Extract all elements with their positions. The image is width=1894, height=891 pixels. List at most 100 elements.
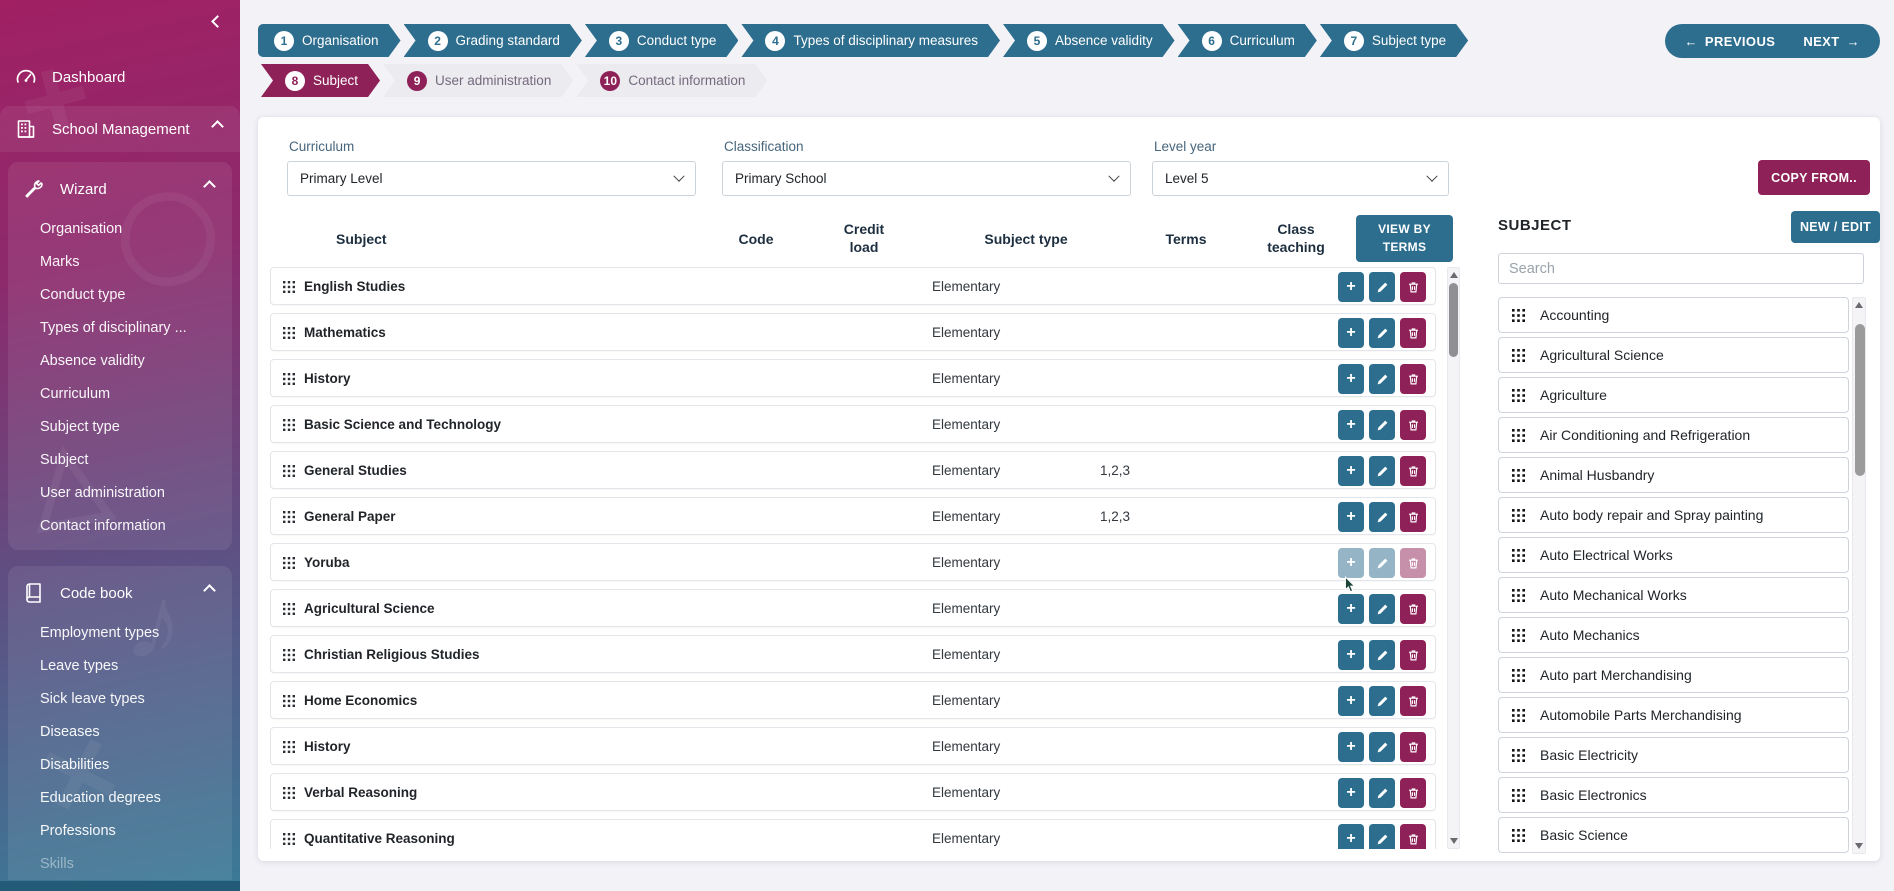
drag-handle-icon[interactable] bbox=[1512, 348, 1525, 362]
sidebar-subitem[interactable]: Absence validity bbox=[8, 344, 232, 377]
edit-button[interactable] bbox=[1369, 502, 1395, 532]
sidebar-item-school-management[interactable]: School Management bbox=[0, 106, 240, 152]
add-button[interactable]: + bbox=[1338, 778, 1364, 808]
add-button[interactable]: + bbox=[1338, 364, 1364, 394]
delete-button[interactable] bbox=[1400, 824, 1426, 849]
subject-list-item[interactable]: Auto part Merchandising bbox=[1498, 657, 1849, 693]
edit-button[interactable] bbox=[1369, 272, 1395, 302]
wizard-step[interactable]: 9 User administration bbox=[383, 64, 573, 97]
drag-handle-icon[interactable] bbox=[283, 373, 295, 385]
sidebar-subitem[interactable]: Subject bbox=[8, 443, 232, 476]
drag-handle-icon[interactable] bbox=[1512, 428, 1525, 442]
sidebar-subitem[interactable]: User administration bbox=[8, 476, 232, 509]
subject-list-item[interactable]: Automobile Parts Merchandising bbox=[1498, 697, 1849, 733]
edit-button[interactable] bbox=[1369, 640, 1395, 670]
edit-button[interactable] bbox=[1369, 410, 1395, 440]
drag-handle-icon[interactable] bbox=[283, 695, 295, 707]
subject-list-item[interactable]: Animal Husbandry bbox=[1498, 457, 1849, 493]
wizard-step[interactable]: 1 Organisation bbox=[258, 24, 401, 57]
subject-list-item[interactable]: Agriculture bbox=[1498, 377, 1849, 413]
wizard-step[interactable]: 3 Conduct type bbox=[585, 24, 739, 57]
drag-handle-icon[interactable] bbox=[283, 787, 295, 799]
drag-handle-icon[interactable] bbox=[283, 741, 295, 753]
drag-handle-icon[interactable] bbox=[283, 281, 295, 293]
previous-button[interactable]: ← PREVIOUS bbox=[1685, 34, 1776, 49]
scrollbar-thumb[interactable] bbox=[1449, 283, 1458, 357]
add-button[interactable]: + bbox=[1338, 686, 1364, 716]
wizard-step[interactable]: 2 Grading standard bbox=[404, 24, 582, 57]
scroll-up-icon[interactable] bbox=[1449, 272, 1458, 278]
sidebar-collapse-button[interactable] bbox=[204, 8, 230, 34]
drag-handle-icon[interactable] bbox=[283, 603, 295, 615]
subject-list-item[interactable]: Auto Mechanics bbox=[1498, 617, 1849, 653]
sidebar-subitem[interactable]: Disabilities bbox=[8, 748, 232, 781]
sidebar-subitem[interactable]: Employment types bbox=[8, 616, 232, 649]
scroll-down-icon[interactable] bbox=[1449, 838, 1458, 844]
add-button[interactable]: + bbox=[1338, 502, 1364, 532]
delete-button[interactable] bbox=[1400, 318, 1426, 348]
drag-handle-icon[interactable] bbox=[1512, 508, 1525, 522]
subject-list-item[interactable]: Agricultural Science bbox=[1498, 337, 1849, 373]
drag-handle-icon[interactable] bbox=[283, 833, 295, 845]
drag-handle-icon[interactable] bbox=[283, 649, 295, 661]
wizard-step[interactable]: 10 Contact information bbox=[576, 64, 767, 97]
wizard-step[interactable]: 6 Curriculum bbox=[1178, 24, 1317, 57]
drag-handle-icon[interactable] bbox=[283, 511, 295, 523]
sidebar-subitem[interactable]: Contact information bbox=[8, 509, 232, 542]
subject-list-item[interactable]: Air Conditioning and Refrigeration bbox=[1498, 417, 1849, 453]
add-button[interactable]: + bbox=[1338, 732, 1364, 762]
drag-handle-icon[interactable] bbox=[283, 557, 295, 569]
edit-button[interactable] bbox=[1369, 594, 1395, 624]
level-year-select[interactable]: Level 5 bbox=[1152, 161, 1449, 196]
scroll-up-icon[interactable] bbox=[1855, 302, 1863, 308]
sidebar-subitem[interactable]: Diseases bbox=[8, 715, 232, 748]
add-button[interactable]: + bbox=[1338, 594, 1364, 624]
drag-handle-icon[interactable] bbox=[1512, 708, 1525, 722]
sidebar-subitem[interactable]: Conduct type bbox=[8, 278, 232, 311]
subject-list-scrollbar[interactable] bbox=[1852, 297, 1866, 854]
sidebar-subitem[interactable]: Curriculum bbox=[8, 377, 232, 410]
curriculum-select[interactable]: Primary Level bbox=[287, 161, 696, 196]
wizard-step[interactable]: 7 Subject type bbox=[1320, 24, 1468, 57]
add-button[interactable]: + bbox=[1338, 640, 1364, 670]
subject-list-item[interactable]: Auto body repair and Spray painting bbox=[1498, 497, 1849, 533]
drag-handle-icon[interactable] bbox=[1512, 388, 1525, 402]
subject-list-item[interactable]: Auto Mechanical Works bbox=[1498, 577, 1849, 613]
sidebar-item-wizard[interactable]: Wizard bbox=[8, 166, 232, 212]
delete-button[interactable] bbox=[1400, 594, 1426, 624]
drag-handle-icon[interactable] bbox=[1512, 788, 1525, 802]
subject-list-item[interactable]: Basic Science bbox=[1498, 817, 1849, 853]
add-button[interactable]: + bbox=[1338, 272, 1364, 302]
add-button[interactable]: + bbox=[1338, 318, 1364, 348]
add-button[interactable]: + bbox=[1338, 548, 1364, 578]
subject-list-item[interactable]: Accounting bbox=[1498, 297, 1849, 333]
drag-handle-icon[interactable] bbox=[1512, 828, 1525, 842]
drag-handle-icon[interactable] bbox=[1512, 588, 1525, 602]
drag-handle-icon[interactable] bbox=[1512, 468, 1525, 482]
delete-button[interactable] bbox=[1400, 686, 1426, 716]
delete-button[interactable] bbox=[1400, 502, 1426, 532]
next-button[interactable]: NEXT → bbox=[1803, 34, 1860, 49]
sidebar-subitem[interactable]: Education degrees bbox=[8, 781, 232, 814]
subject-list-item[interactable]: Basic Electronics bbox=[1498, 777, 1849, 813]
edit-button[interactable] bbox=[1369, 318, 1395, 348]
edit-button[interactable] bbox=[1369, 732, 1395, 762]
drag-handle-icon[interactable] bbox=[283, 327, 295, 339]
sidebar-subitem[interactable]: Sick leave types bbox=[8, 682, 232, 715]
sidebar-subitem[interactable]: Leave types bbox=[8, 649, 232, 682]
delete-button[interactable] bbox=[1400, 272, 1426, 302]
wizard-step[interactable]: 4 Types of disciplinary measures bbox=[741, 24, 1000, 57]
drag-handle-icon[interactable] bbox=[1512, 668, 1525, 682]
scroll-down-icon[interactable] bbox=[1855, 843, 1863, 849]
sidebar-subitem[interactable]: Professions bbox=[8, 814, 232, 847]
view-by-terms-button[interactable]: VIEW BY TERMS bbox=[1356, 215, 1453, 262]
delete-button[interactable] bbox=[1400, 732, 1426, 762]
drag-handle-icon[interactable] bbox=[1512, 628, 1525, 642]
edit-button[interactable] bbox=[1369, 686, 1395, 716]
add-button[interactable]: + bbox=[1338, 824, 1364, 849]
add-button[interactable]: + bbox=[1338, 456, 1364, 486]
sidebar-subitem[interactable]: Marks bbox=[8, 245, 232, 278]
subject-search-input[interactable] bbox=[1498, 253, 1864, 284]
sidebar-item-code-book[interactable]: Code book bbox=[8, 570, 232, 616]
drag-handle-icon[interactable] bbox=[283, 465, 295, 477]
